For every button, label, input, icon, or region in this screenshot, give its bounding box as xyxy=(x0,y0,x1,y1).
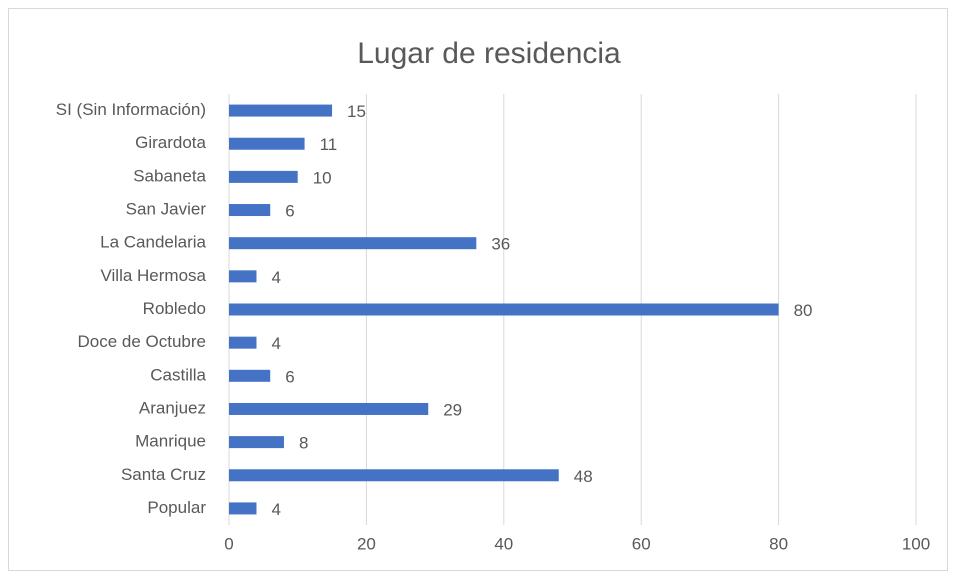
value-label: 8 xyxy=(299,434,308,453)
bar xyxy=(229,502,257,515)
bar xyxy=(229,303,779,316)
y-tick-label: La Candelaria xyxy=(100,233,206,252)
y-tick-label: Sabaneta xyxy=(133,166,206,185)
y-tick-label: Manrique xyxy=(135,432,206,451)
x-tick-label: 60 xyxy=(632,534,651,553)
value-label: 4 xyxy=(271,334,280,353)
bar xyxy=(229,270,257,283)
y-tick-label: Aranjuez xyxy=(139,398,206,417)
y-tick-label: Robledo xyxy=(143,299,206,318)
bar xyxy=(229,436,284,449)
bar xyxy=(229,170,298,183)
x-tick-label: 40 xyxy=(494,534,513,553)
x-tick-label: 0 xyxy=(224,534,233,553)
value-label: 6 xyxy=(285,202,294,221)
value-label: 10 xyxy=(313,168,332,187)
y-tick-label: Santa Cruz xyxy=(121,465,206,484)
bar xyxy=(229,369,271,382)
chart-title: Lugar de residencia xyxy=(357,37,621,70)
value-label: 15 xyxy=(347,102,366,121)
value-label: 4 xyxy=(271,268,280,287)
value-label: 80 xyxy=(794,301,813,320)
y-tick-label: Girardota xyxy=(135,133,206,152)
bar xyxy=(229,402,429,415)
x-tick-label: 20 xyxy=(357,534,376,553)
y-tick-label: Castilla xyxy=(150,365,206,384)
y-tick-label: SI (Sin Información) xyxy=(56,100,206,119)
y-tick-label: Villa Hermosa xyxy=(100,266,206,285)
bar xyxy=(229,469,559,482)
x-tick-label: 80 xyxy=(769,534,788,553)
value-label: 36 xyxy=(491,235,510,254)
value-label: 6 xyxy=(285,367,294,386)
value-label: 29 xyxy=(443,400,462,419)
y-tick-label: San Javier xyxy=(126,200,207,219)
value-label: 48 xyxy=(574,467,593,486)
y-tick-label: Doce de Octubre xyxy=(77,332,206,351)
bar xyxy=(229,204,271,217)
bar xyxy=(229,137,305,150)
value-label: 4 xyxy=(271,500,280,519)
y-tick-label: Popular xyxy=(147,498,206,517)
bar xyxy=(229,237,477,250)
bar xyxy=(229,336,257,349)
value-label: 11 xyxy=(320,135,338,154)
chart-border xyxy=(8,8,948,571)
x-tick-label: 100 xyxy=(902,534,930,553)
bar xyxy=(229,104,333,117)
